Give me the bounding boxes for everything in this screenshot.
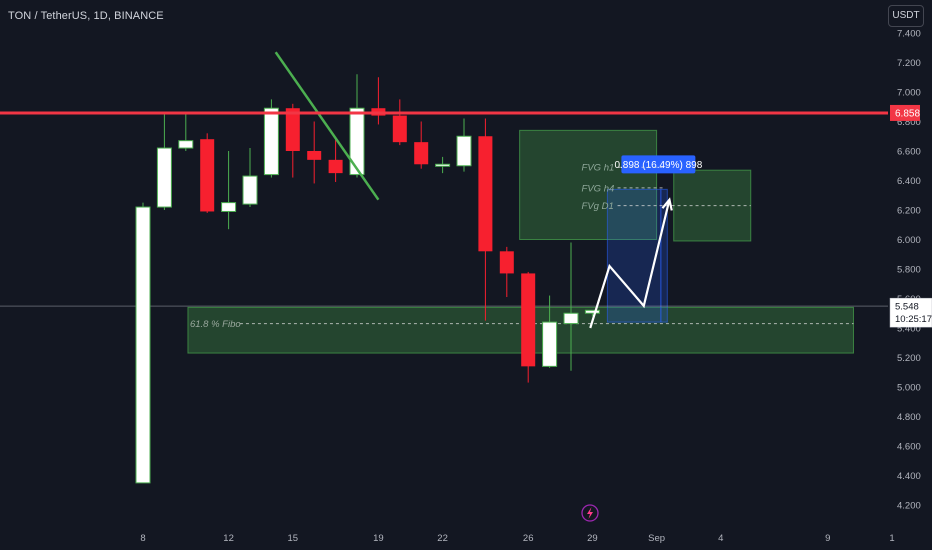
candle-body xyxy=(307,151,322,160)
current-price-tag-label: 5.548 xyxy=(895,302,919,313)
trendline-layer xyxy=(274,51,380,201)
countdown-label: 10:25:17 xyxy=(895,314,932,325)
x-tick-label: 29 xyxy=(587,533,598,544)
arrow-layer xyxy=(589,197,673,329)
candle-body xyxy=(285,108,300,151)
candle-body xyxy=(263,107,279,176)
lightning-icon-circle xyxy=(581,504,599,522)
x-tick-label: 8 xyxy=(140,533,145,544)
x-tick-label: 22 xyxy=(437,533,448,544)
trendline xyxy=(274,51,380,201)
x-tick-label: 19 xyxy=(373,533,384,544)
candle xyxy=(435,156,451,174)
y-tick-label: 4.600 xyxy=(897,442,921,453)
y-tick-label: 6.400 xyxy=(897,176,921,187)
projection-badge xyxy=(621,155,696,174)
currency-button[interactable]: USDT xyxy=(888,5,924,27)
y-tick-label: 6.200 xyxy=(897,206,921,217)
x-tick-label: Sep xyxy=(648,533,665,544)
projection-arrowhead xyxy=(661,197,673,211)
y-tick-label: 7.400 xyxy=(897,29,921,40)
candle-body xyxy=(456,135,472,167)
x-tick-label: 12 xyxy=(223,533,234,544)
candle xyxy=(456,118,472,172)
level-label: 61.8 % Fibo xyxy=(190,319,241,330)
candle xyxy=(285,103,300,178)
x-tick-label: 9 xyxy=(825,533,830,544)
candle xyxy=(242,148,258,208)
candle-body xyxy=(435,163,451,167)
y-tick-label: 5.800 xyxy=(897,265,921,276)
projection-label: 0.898 (16.49%) 898 xyxy=(614,160,702,171)
symbol-title[interactable]: TON / TetherUS, 1D, BINANCE xyxy=(8,10,164,22)
candle xyxy=(563,242,579,371)
candle xyxy=(135,202,151,484)
candle xyxy=(371,77,386,125)
candle xyxy=(328,139,343,182)
candle xyxy=(542,295,558,368)
candle xyxy=(178,114,194,151)
candle xyxy=(521,271,536,383)
candle xyxy=(414,121,429,169)
candle-body xyxy=(414,142,429,165)
candle xyxy=(307,121,322,184)
candle-body xyxy=(521,273,536,367)
candle xyxy=(263,99,279,178)
level-label: FVG h4 xyxy=(582,183,615,194)
resistance-tag xyxy=(890,104,920,121)
current-price-tag xyxy=(889,297,932,328)
candle xyxy=(499,246,514,298)
candles-layer xyxy=(135,74,600,484)
candle-body xyxy=(563,312,579,325)
y-tick-label: 4.200 xyxy=(897,501,921,512)
candle-body xyxy=(242,175,258,205)
candle xyxy=(221,151,237,230)
x-tick-label: 26 xyxy=(523,533,534,544)
x-tick-label: 15 xyxy=(288,533,299,544)
zones-layer xyxy=(187,129,854,354)
x-tick-label: 4 xyxy=(718,533,723,544)
candle-body xyxy=(221,202,237,212)
y-tick-label: 7.200 xyxy=(897,58,921,69)
candle-body xyxy=(584,309,600,314)
zone-fvg-upper xyxy=(519,129,658,241)
candle-body xyxy=(328,159,343,174)
candle-body xyxy=(135,206,151,484)
level-label: FVg D1 xyxy=(582,201,614,212)
candle-body xyxy=(349,107,365,176)
candle xyxy=(478,118,493,321)
resistance-tag-label: 6.858 xyxy=(895,108,920,119)
lightning-icon[interactable] xyxy=(581,504,599,522)
candle-body xyxy=(156,147,172,208)
y-tick-label: 5.200 xyxy=(897,353,921,364)
x-tick-label: 1 xyxy=(889,533,894,544)
y-tick-label: 4.400 xyxy=(897,471,921,482)
y-tick-label: 6.000 xyxy=(897,235,921,246)
level-label: FVG h1 xyxy=(582,163,615,174)
projection-arrow-path xyxy=(589,199,671,329)
y-tick-label: 7.000 xyxy=(897,88,921,99)
candle xyxy=(349,74,365,178)
candle-body xyxy=(478,136,493,252)
candle-body xyxy=(178,140,194,149)
candle-body xyxy=(200,139,215,212)
zone-fibo xyxy=(187,306,854,354)
y-tick-label: 4.800 xyxy=(897,412,921,423)
candle xyxy=(584,309,600,317)
candle-body xyxy=(499,251,514,274)
y-tick-label: 5.000 xyxy=(897,383,921,394)
y-tick-label: 6.600 xyxy=(897,147,921,158)
y-tick-label: 6.800 xyxy=(897,117,921,128)
candle-body xyxy=(392,115,407,143)
lightning-icon-bolt xyxy=(587,507,593,519)
candle xyxy=(392,99,407,146)
y-tick-label: 5.400 xyxy=(897,324,921,335)
candle xyxy=(156,114,172,210)
projection-box xyxy=(606,188,668,323)
candle-body xyxy=(542,321,558,367)
candle xyxy=(200,133,215,213)
